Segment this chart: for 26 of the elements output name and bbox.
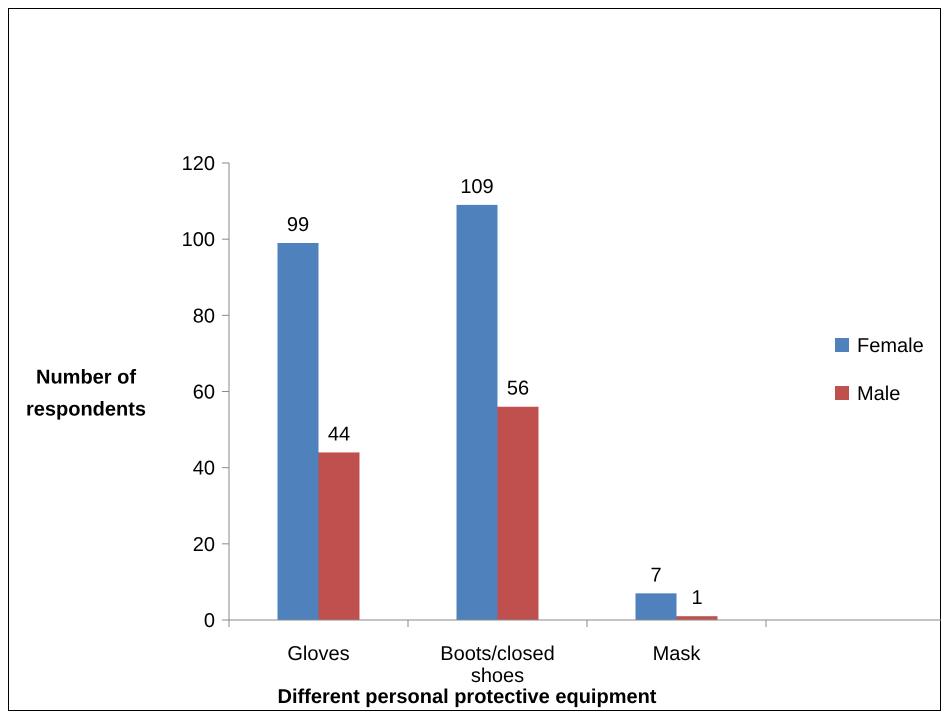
- bar: [498, 406, 538, 620]
- bar: [456, 204, 498, 620]
- x-tick-label: Boots/closed shoes: [440, 643, 555, 687]
- bar: [278, 242, 318, 620]
- bar: [318, 452, 360, 620]
- y-tick-label: 0: [204, 610, 215, 632]
- bar: [676, 616, 718, 620]
- y-tick-label: 20: [192, 534, 215, 556]
- y-tick-label: 120: [182, 153, 215, 175]
- y-axis-title: Number of respondents: [26, 366, 146, 420]
- y-tick-label: 60: [192, 382, 215, 404]
- data-label: 99: [286, 214, 310, 236]
- x-axis-title: Different personal protective equipment: [278, 686, 657, 708]
- y-tick-label: 80: [192, 305, 215, 328]
- bar: [636, 593, 676, 620]
- data-label: 109: [460, 176, 494, 198]
- legend-label: Male: [857, 383, 900, 405]
- y-tick-label: 100: [182, 229, 215, 252]
- data-label: 56: [506, 378, 530, 400]
- legend-label: Female: [857, 335, 924, 357]
- data-label: 7: [650, 564, 662, 586]
- data-label: 1: [691, 587, 703, 610]
- data-label: 44: [328, 423, 350, 446]
- x-tick-label: Mask: [652, 643, 702, 665]
- x-tick-label: Gloves: [287, 643, 350, 665]
- y-tick-label: 40: [192, 458, 215, 480]
